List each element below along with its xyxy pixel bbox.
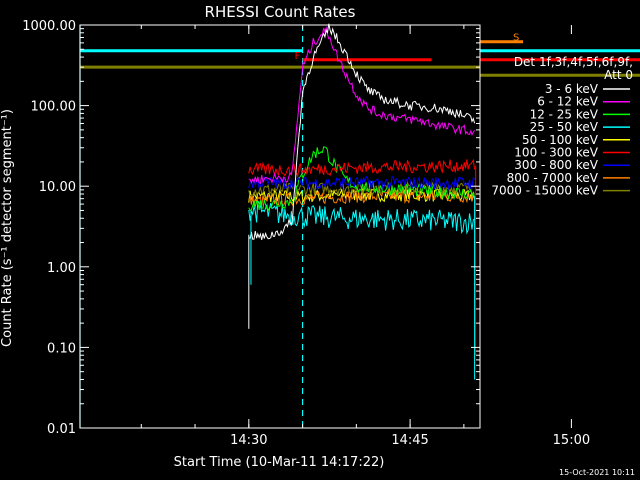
flag-label: S bbox=[513, 33, 519, 44]
plot-area: FFSFD4PFD bbox=[79, 23, 640, 428]
series-line bbox=[248, 175, 475, 192]
series-line bbox=[248, 146, 476, 212]
legend: Det 1f,3f,4f,5f,6f,9f, Att 0 3 - 6 keV6 … bbox=[491, 55, 633, 198]
legend-entry-label: 50 - 100 keV bbox=[522, 133, 599, 147]
timestamp: 15-Oct-2021 10:11 bbox=[559, 468, 635, 477]
y-tick-label: 0.01 bbox=[47, 422, 76, 437]
legend-entry-label: 3 - 6 keV bbox=[545, 82, 599, 96]
chart-title: RHESSI Count Rates bbox=[205, 3, 356, 21]
y-tick-label: 100.00 bbox=[31, 100, 77, 115]
series-line bbox=[248, 25, 476, 185]
x-axis-label: Start Time (10-Mar-11 14:17:22) bbox=[174, 455, 385, 470]
legend-entry-label: 100 - 300 keV bbox=[514, 146, 598, 160]
series-line bbox=[248, 23, 476, 241]
x-tick-label: 14:45 bbox=[391, 433, 428, 448]
legend-title-2: Att 0 bbox=[604, 68, 633, 82]
legend-entry-label: 25 - 50 keV bbox=[530, 120, 599, 134]
x-tick-label: 14:30 bbox=[230, 433, 267, 448]
series-line bbox=[248, 158, 476, 178]
x-tick-label: 15:00 bbox=[553, 433, 590, 448]
y-tick-label: 10.00 bbox=[39, 180, 76, 195]
legend-entry-label: 12 - 25 keV bbox=[530, 107, 599, 121]
y-tick-label: 0.10 bbox=[47, 341, 76, 356]
y-axis: 1000.00 100.00 10.00 1.00 0.10 0.01 bbox=[22, 19, 480, 437]
legend-entry-label: 6 - 12 keV bbox=[537, 95, 599, 109]
series-line bbox=[248, 199, 475, 235]
flag-label: F bbox=[295, 51, 301, 62]
legend-entry-label: 7000 - 15000 keV bbox=[491, 184, 598, 198]
y-tick-label: 1.00 bbox=[47, 261, 76, 276]
legend-title-1: Det 1f,3f,4f,5f,6f,9f, bbox=[514, 55, 633, 69]
y-axis-label: Count Rate (s⁻¹ detector segment⁻¹) bbox=[0, 109, 15, 347]
y-tick-label: 1000.00 bbox=[22, 19, 76, 34]
legend-entry-label: 300 - 800 keV bbox=[514, 158, 598, 172]
plot-frame bbox=[79, 24, 481, 429]
legend-entry-label: 800 - 7000 keV bbox=[507, 171, 599, 185]
